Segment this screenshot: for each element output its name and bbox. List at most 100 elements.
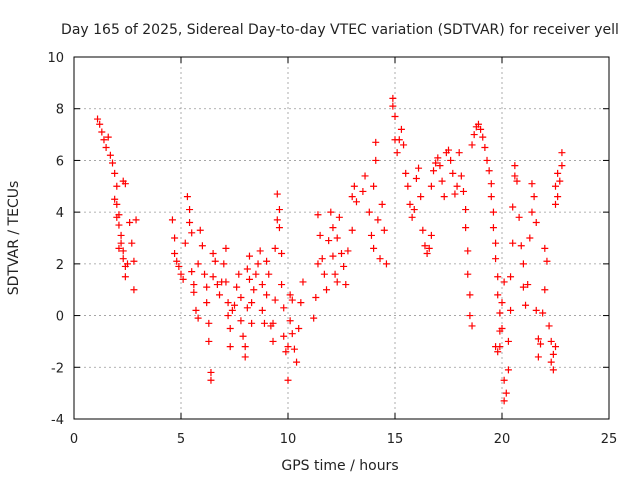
data-point — [100, 136, 108, 144]
data-point — [500, 376, 508, 384]
data-point — [245, 275, 253, 283]
data-point — [220, 260, 228, 268]
data-point — [468, 141, 476, 149]
data-point — [335, 213, 343, 221]
data-point — [348, 193, 356, 201]
data-point — [130, 286, 138, 294]
data-point — [290, 345, 298, 353]
data-point — [515, 213, 523, 221]
data-point — [404, 182, 412, 190]
data-point — [468, 322, 476, 330]
data-point — [102, 144, 110, 151]
data-point — [395, 136, 403, 144]
data-point — [188, 268, 196, 276]
data-point — [430, 167, 438, 175]
x-tick-label: 0 — [70, 432, 78, 447]
data-point — [179, 275, 187, 283]
data-point — [378, 200, 386, 208]
data-point — [194, 314, 202, 322]
data-point — [549, 350, 557, 358]
data-point — [211, 257, 219, 265]
data-point — [509, 203, 517, 211]
data-point — [558, 149, 566, 157]
data-point — [361, 172, 369, 180]
data-point — [258, 281, 266, 289]
data-point — [438, 177, 446, 185]
data-point — [209, 250, 217, 258]
data-point — [207, 376, 215, 384]
data-point — [552, 182, 559, 190]
data-point — [226, 325, 234, 332]
data-point — [498, 299, 506, 307]
data-point — [273, 216, 281, 224]
data-point — [400, 141, 408, 149]
data-point — [534, 353, 542, 361]
data-point — [111, 195, 119, 203]
data-point — [275, 224, 283, 232]
data-point — [556, 177, 564, 185]
data-point — [372, 156, 380, 164]
data-point — [329, 224, 337, 232]
data-point — [342, 281, 350, 289]
data-point — [464, 247, 472, 255]
y-tick-label: 2 — [56, 258, 64, 273]
data-point — [532, 306, 540, 314]
data-point — [310, 314, 318, 322]
data-points — [94, 94, 566, 405]
data-point — [124, 260, 131, 268]
data-point — [427, 231, 435, 239]
y-tick-label: -2 — [51, 361, 64, 376]
data-point — [203, 299, 211, 307]
data-point — [352, 198, 360, 206]
data-point — [126, 218, 134, 226]
data-point — [496, 309, 504, 317]
data-point — [545, 322, 553, 330]
data-point — [547, 337, 555, 345]
x-tick-label: 25 — [601, 432, 618, 447]
data-point — [492, 239, 500, 247]
data-point — [282, 348, 290, 356]
data-point — [453, 182, 461, 190]
data-point — [121, 273, 129, 281]
data-point — [528, 208, 536, 216]
x-tick-label: 5 — [177, 432, 185, 447]
data-point — [427, 182, 435, 190]
data-point — [474, 120, 482, 128]
data-point — [241, 353, 249, 361]
data-point — [188, 229, 196, 237]
data-point — [130, 257, 138, 265]
data-point — [260, 319, 268, 327]
data-point — [263, 257, 271, 265]
data-point — [288, 330, 296, 338]
data-point — [278, 250, 286, 258]
data-point — [320, 270, 328, 278]
data-point — [96, 120, 104, 128]
y-tick-label: 8 — [56, 103, 64, 118]
data-point — [256, 247, 264, 255]
data-point — [280, 332, 288, 340]
data-point — [293, 358, 301, 366]
data-point — [492, 255, 500, 263]
data-point — [205, 337, 213, 345]
data-point — [519, 260, 527, 268]
data-point — [115, 221, 123, 229]
data-point — [408, 213, 416, 221]
data-point — [94, 115, 102, 123]
data-point — [500, 278, 508, 286]
data-point — [455, 149, 463, 157]
x-tick-label: 10 — [280, 432, 297, 447]
data-point — [528, 180, 536, 188]
data-point — [494, 273, 502, 281]
data-point — [331, 270, 339, 278]
data-point — [524, 281, 532, 289]
y-tick-label: -4 — [51, 413, 64, 428]
data-point — [359, 187, 367, 195]
data-point — [245, 252, 253, 260]
data-point — [511, 162, 519, 170]
data-point — [537, 340, 545, 348]
data-point — [325, 237, 333, 245]
data-point — [554, 193, 562, 201]
data-point — [466, 312, 474, 320]
data-point — [106, 151, 114, 159]
data-point — [111, 169, 119, 177]
